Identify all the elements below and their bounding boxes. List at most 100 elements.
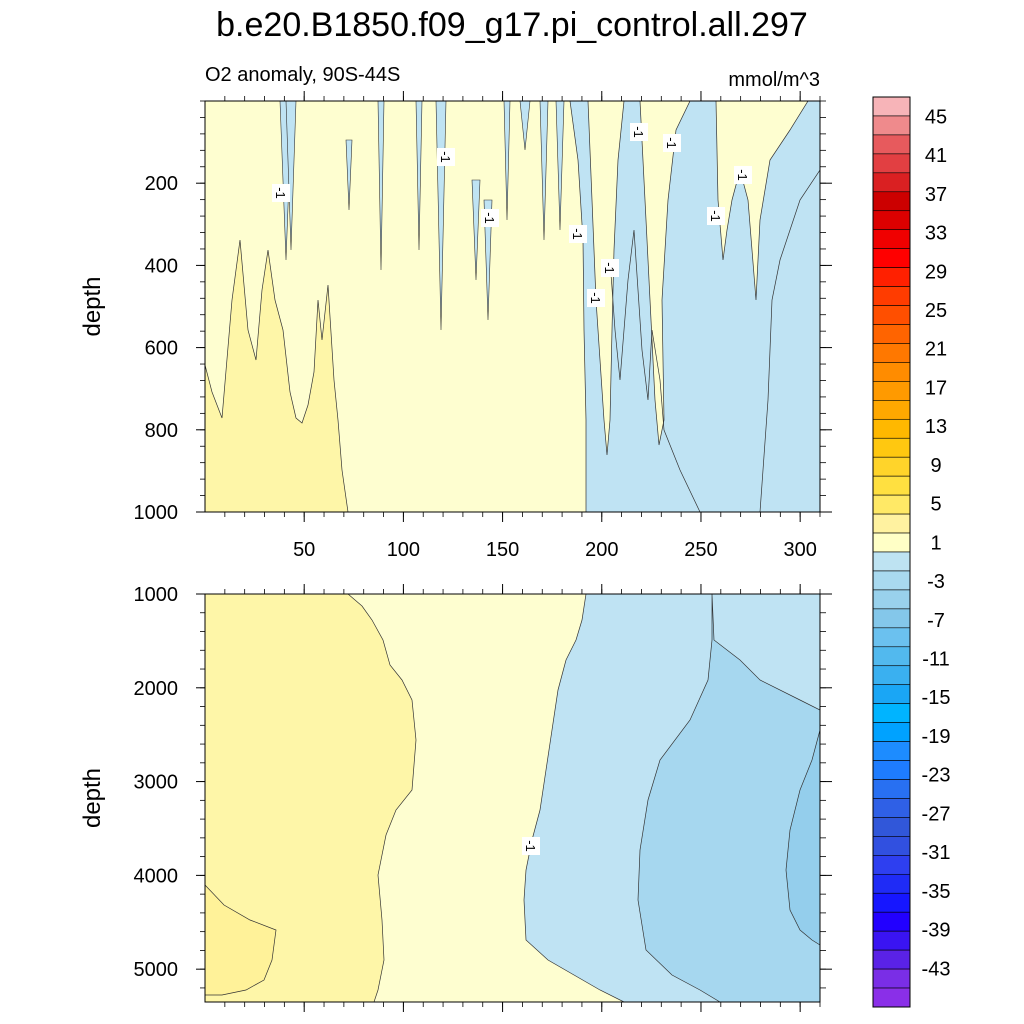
colorbar-swatch: [872, 210, 911, 231]
colorbar-label: -15: [922, 687, 951, 709]
colorbar-swatch: [872, 248, 911, 268]
x-tick-label: 200: [585, 539, 618, 561]
colorbar-swatch: [872, 153, 911, 174]
colorbar-label: 33: [925, 223, 947, 245]
svg-text:-1: -1: [570, 228, 585, 240]
small-negative-feature: [539, 101, 549, 241]
contour-label: -1: [522, 837, 540, 855]
svg-text:-1: -1: [602, 262, 617, 274]
colorbar-swatch: [872, 267, 911, 287]
svg-text:-1: -1: [482, 212, 497, 224]
svg-text:-1: -1: [438, 151, 453, 163]
colorbar-swatch: [872, 513, 911, 534]
upper-field: [205, 101, 820, 512]
y-tick-label: 2000: [134, 678, 179, 700]
plot-frame: [204, 593, 821, 1003]
colorbar-swatch: [872, 570, 911, 591]
colorbar-label: 1: [930, 532, 941, 554]
small-negative-feature: [285, 101, 297, 251]
colorbar-swatch: [872, 494, 911, 515]
colorbar-label: -43: [922, 958, 951, 980]
colorbar-swatch: [872, 362, 911, 382]
colorbar: 45 41 37 33 29 25 21 17 13 9 5 1 -3 -7 -11 -15 -19 -23 -27…: [872, 96, 951, 1008]
colorbar-label: -35: [922, 881, 951, 903]
colorbar-label: 17: [925, 377, 947, 399]
near-zero-intrusion: [715, 101, 809, 301]
colorbar-label: 29: [925, 261, 947, 283]
small-negative-feature: [555, 101, 565, 231]
y-tick-label: 600: [145, 338, 178, 360]
svg-text:-1: -1: [588, 292, 603, 304]
contour-label: -1: [437, 148, 455, 166]
chart-units: mmol/m^3: [728, 69, 820, 91]
colorbar-swatch: [872, 646, 911, 667]
colorbar-label: 9: [930, 455, 941, 477]
colorbar-label: 5: [930, 494, 941, 516]
colorbar-swatch: [872, 987, 911, 1008]
colorbar-swatch: [872, 229, 911, 249]
small-negative-feature: [471, 179, 481, 281]
x-tick-label: 100: [387, 539, 420, 561]
colorbar-label: 21: [925, 339, 947, 361]
strong-positive-region: [205, 884, 277, 996]
svg-text:-1: -1: [631, 126, 646, 138]
chart-subtitle: O2 anomaly, 90S-44S: [205, 64, 400, 86]
y-axis-label: depth: [79, 276, 106, 336]
colorbar-swatch: [872, 343, 911, 363]
contour-label: -1: [630, 123, 648, 141]
contour-label: -1: [481, 209, 499, 227]
colorbar-label: -11: [922, 648, 949, 670]
positive-anomaly-region: [205, 101, 349, 512]
colorbar-swatch: [872, 855, 911, 875]
colorbar-label: -7: [927, 610, 945, 632]
colorbar-swatch: [872, 968, 911, 989]
colorbar-swatch: [872, 741, 911, 761]
colorbar-label: 41: [925, 145, 947, 167]
strong-negative-region: [785, 729, 820, 946]
svg-text:-1: -1: [708, 210, 723, 222]
colorbar-label: 37: [925, 184, 947, 206]
colorbar-swatch: [872, 134, 911, 155]
colorbar-swatch: [872, 532, 911, 553]
small-negative-feature: [377, 101, 385, 271]
colorbar-swatch: [872, 665, 911, 686]
y-tick-label: 1000: [134, 584, 179, 606]
contour-line: [609, 169, 820, 512]
colorbar-swatch: [872, 608, 911, 629]
y-tick-label: 800: [145, 420, 178, 442]
colorbar-swatch: [872, 722, 911, 742]
small-negative-feature: [519, 101, 531, 151]
svg-text:-1: -1: [664, 137, 679, 149]
colorbar-swatch: [872, 589, 911, 610]
colorbar-swatch: [872, 96, 911, 117]
colorbar-swatch: [872, 551, 911, 572]
colorbar-label: 13: [925, 416, 947, 438]
contour-label: -1: [663, 134, 681, 152]
x-tick-label: 150: [486, 539, 519, 561]
colorbar-swatch: [872, 286, 911, 306]
x-tick-label: 50: [293, 539, 315, 561]
svg-text:-1: -1: [273, 187, 288, 199]
colorbar-swatch: [872, 779, 911, 799]
y-tick-label: 3000: [134, 772, 179, 794]
colorbar-swatch: [872, 760, 911, 780]
upper-ocean-panel: 200 400 600 800 1000 50 100 150 200 250 300 depth -1…: [79, 91, 832, 561]
contour-label: -1: [707, 207, 725, 225]
colorbar-swatch: [872, 437, 911, 458]
colorbar-swatch: [872, 817, 911, 837]
colorbar-label: -23: [922, 765, 951, 787]
chart-title: b.e20.B1850.f09_g17.pi_control.all.297: [216, 6, 808, 44]
svg-text:-1: -1: [523, 840, 538, 852]
colorbar-label: -39: [922, 920, 951, 942]
deep-field: [205, 594, 820, 1002]
small-negative-feature: [503, 101, 511, 221]
x-tick-label: 250: [684, 539, 717, 561]
colorbar-swatch: [872, 703, 911, 723]
contour-label: -1: [569, 225, 587, 243]
colorbar-label: 25: [925, 300, 947, 322]
colorbar-swatch: [872, 684, 911, 704]
colorbar-swatch: [872, 949, 911, 970]
contour-label: -1: [272, 184, 290, 202]
colorbar-swatch: [872, 798, 911, 818]
contour-label: -1: [734, 166, 752, 184]
